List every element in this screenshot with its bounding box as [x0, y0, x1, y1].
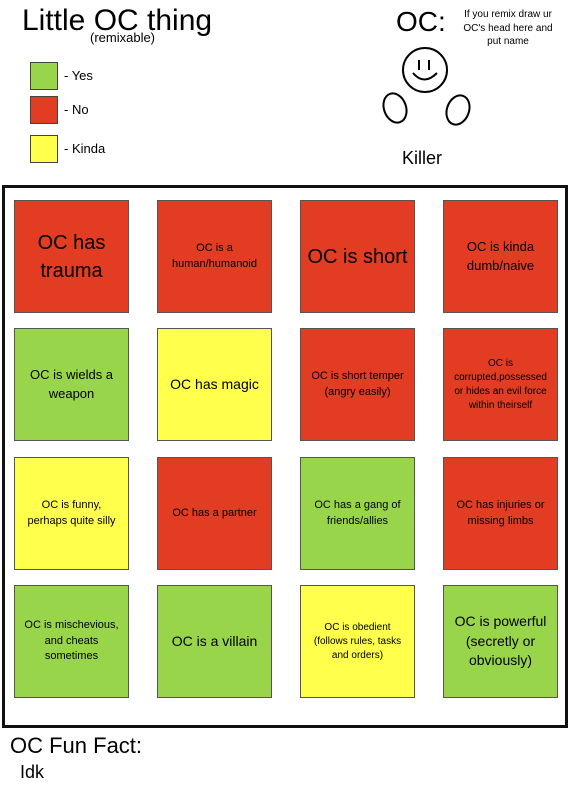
oc-name: Killer — [402, 148, 443, 168]
bingo-cell: OC is powerful (secretly or obviously) — [443, 585, 558, 698]
bingo-cell: OC is corrupted,possessed or hides an ev… — [443, 328, 558, 441]
bingo-cell: OC has a partner — [157, 457, 272, 570]
title: Little OC thing — [22, 4, 213, 37]
bingo-cell: OC is a villain — [157, 585, 272, 698]
bingo-cell: OC is a human/humanoid — [157, 200, 272, 313]
bingo-cell: OC is wields a weapon — [14, 328, 129, 441]
bingo-cell: OC is funny, perhaps quite silly — [14, 457, 129, 570]
bingo-cell: OC has trauma — [14, 200, 129, 313]
oc-drawing — [382, 47, 471, 126]
legend-swatch — [30, 135, 58, 163]
legend-swatch — [30, 96, 58, 124]
fun-fact-text: Idk — [20, 762, 45, 782]
legend-label: - Yes — [64, 68, 93, 83]
bingo-cell: OC is mischevious, and cheats sometimes — [14, 585, 129, 698]
legend-swatch — [30, 62, 58, 90]
bingo-cell: OC has injuries or missing limbs — [443, 457, 558, 570]
fun-fact-title: OC Fun Fact: — [10, 733, 143, 758]
subtitle: (remixable) — [90, 30, 156, 45]
bingo-cell: OC is obedient (follows rules, tasks and… — [300, 585, 415, 698]
bingo-cell: OC is short — [300, 200, 415, 313]
bingo-cell: OC has magic — [157, 328, 272, 441]
oc-label: OC: — [396, 6, 446, 37]
grid-frame — [2, 185, 568, 728]
legend-label: - Kinda — [64, 141, 106, 156]
bingo-cell: OC is short temper (angry easily) — [300, 328, 415, 441]
instructions: If you remix draw ur OC's head here and … — [463, 9, 553, 47]
bingo-cell: OC has a gang of friends/allies — [300, 457, 415, 570]
legend-label: - No — [64, 102, 89, 117]
bingo-cell: OC is kinda dumb/naive — [443, 200, 558, 313]
